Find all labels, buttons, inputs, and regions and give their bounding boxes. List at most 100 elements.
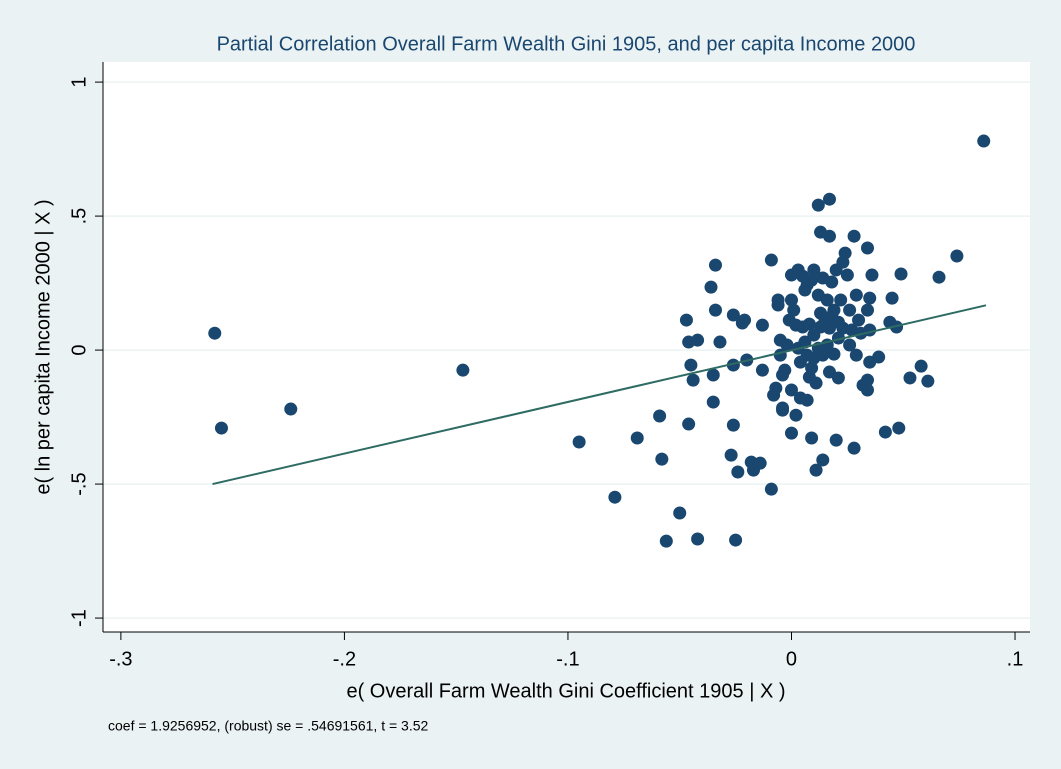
point — [802, 317, 816, 331]
y-tick-label: -1 — [68, 609, 90, 627]
point — [816, 453, 830, 467]
point — [572, 435, 586, 449]
point — [843, 338, 857, 352]
point — [764, 253, 778, 267]
y-tick-label: 1 — [68, 77, 90, 88]
point — [805, 431, 819, 445]
point — [860, 383, 874, 397]
x-tick-label: .1 — [1007, 648, 1024, 670]
point — [769, 381, 783, 395]
point — [784, 293, 798, 307]
point — [755, 363, 769, 377]
plot-area — [103, 62, 1030, 632]
point — [731, 465, 745, 479]
point — [807, 263, 821, 277]
point — [655, 452, 669, 466]
point — [784, 426, 798, 440]
note: coef = 1.9256952, (robust) se = .5469156… — [108, 718, 429, 734]
point — [208, 326, 222, 340]
point — [771, 293, 785, 307]
point — [753, 456, 767, 470]
point — [890, 320, 904, 334]
point — [816, 348, 830, 362]
point — [630, 431, 644, 445]
point — [706, 395, 720, 409]
point — [214, 421, 228, 435]
point — [921, 374, 935, 388]
x-axis-label: e( Overall Farm Wealth Gini Coefficient … — [346, 680, 785, 702]
point — [834, 293, 848, 307]
point — [872, 350, 886, 364]
y-tick-label: .5 — [68, 208, 90, 225]
chart-title: Partial Correlation Overall Farm Wealth … — [217, 33, 916, 55]
point — [809, 376, 823, 390]
point — [780, 338, 794, 352]
point — [686, 373, 700, 387]
point — [849, 348, 863, 362]
point — [704, 280, 718, 294]
point — [878, 425, 892, 439]
point — [673, 506, 687, 520]
point — [822, 192, 836, 206]
point — [847, 229, 861, 243]
point — [894, 267, 908, 281]
point — [822, 229, 836, 243]
point — [789, 408, 803, 422]
point — [713, 335, 727, 349]
point — [849, 288, 863, 302]
point — [838, 246, 852, 260]
point — [724, 448, 738, 462]
point — [735, 316, 749, 330]
point — [820, 293, 834, 307]
point — [726, 358, 740, 372]
point — [706, 368, 720, 382]
x-tick-label: 0 — [786, 648, 797, 670]
point — [885, 291, 899, 305]
point — [284, 402, 298, 416]
point — [860, 241, 874, 255]
point — [805, 273, 819, 287]
x-tick-label: -.1 — [556, 648, 579, 670]
point — [863, 291, 877, 305]
y-axis-label: e( ln per capita Income 2000 | X ) — [32, 199, 54, 494]
point — [811, 198, 825, 212]
point — [456, 363, 470, 377]
point — [827, 347, 841, 361]
point — [708, 303, 722, 317]
point — [892, 421, 906, 435]
y-tick-label: -.5 — [68, 472, 90, 495]
point — [831, 331, 845, 345]
point — [708, 258, 722, 272]
point — [977, 134, 991, 148]
point — [784, 383, 798, 397]
point — [726, 418, 740, 432]
point — [764, 482, 778, 496]
point — [659, 534, 673, 548]
point — [679, 313, 693, 327]
point — [608, 490, 622, 504]
fit-line — [212, 304, 987, 486]
point — [778, 363, 792, 377]
point — [863, 323, 877, 337]
point — [726, 308, 740, 322]
point — [691, 532, 705, 546]
point — [653, 409, 667, 423]
point — [829, 433, 843, 447]
x-tick-label: -.2 — [333, 648, 356, 670]
point — [903, 371, 917, 385]
point — [809, 463, 823, 477]
point — [805, 361, 819, 375]
point — [860, 373, 874, 387]
point — [831, 371, 845, 385]
point — [860, 303, 874, 317]
point — [729, 533, 743, 547]
point — [950, 249, 964, 263]
point — [865, 268, 879, 282]
point — [800, 393, 814, 407]
point — [684, 358, 698, 372]
point — [914, 359, 928, 373]
point — [682, 417, 696, 431]
point — [787, 303, 801, 317]
point — [932, 270, 946, 284]
